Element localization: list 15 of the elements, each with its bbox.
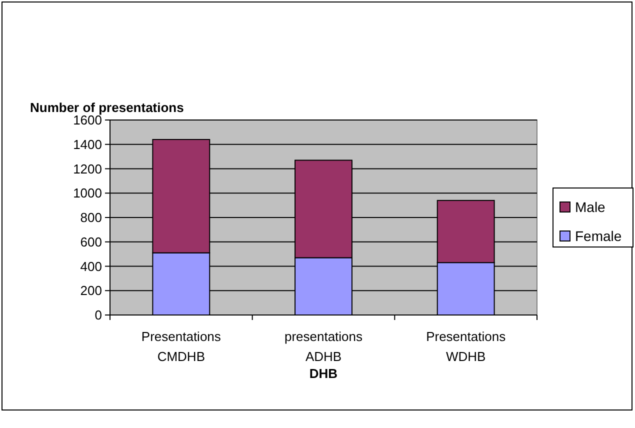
y-tick-label: 1200 [73, 161, 102, 176]
y-tick-label: 200 [80, 283, 102, 298]
x-tick-label: presentations ADHB [284, 329, 364, 364]
legend-label: Female [575, 228, 622, 244]
y-tick-label: 600 [80, 234, 102, 250]
x-axis-title: DHB [309, 366, 338, 381]
y-tick-label: 800 [80, 210, 102, 226]
y-axis-title: Number of presentations [30, 100, 184, 115]
legend-label: Male [575, 198, 606, 215]
y-tick-label: 0 [94, 308, 102, 323]
y-tick-label: 400 [80, 258, 102, 274]
x-tick-label: Presentations WDHB [426, 329, 506, 364]
x-tick-label: Presentations CMDHB [141, 329, 222, 364]
y-tick-label: 1000 [73, 186, 102, 201]
y-tick-label: 1400 [73, 136, 102, 152]
